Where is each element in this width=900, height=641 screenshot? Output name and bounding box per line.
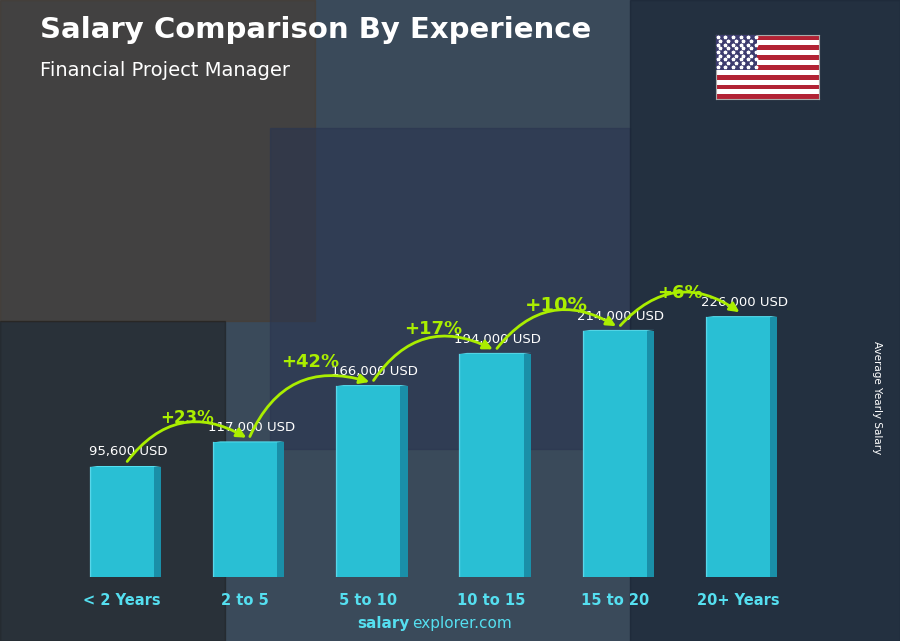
- Text: +23%: +23%: [160, 409, 214, 427]
- Polygon shape: [400, 386, 408, 577]
- Polygon shape: [706, 316, 778, 317]
- Polygon shape: [582, 330, 654, 331]
- Polygon shape: [154, 467, 161, 577]
- Text: 214,000 USD: 214,000 USD: [578, 310, 664, 323]
- Polygon shape: [90, 466, 161, 467]
- Text: Average Yearly Salary: Average Yearly Salary: [872, 341, 883, 454]
- Bar: [716, 65, 819, 70]
- Bar: [716, 70, 819, 75]
- Bar: [716, 94, 819, 99]
- Text: +6%: +6%: [657, 283, 703, 301]
- Text: Salary Comparison By Experience: Salary Comparison By Experience: [40, 16, 592, 44]
- Text: Financial Project Manager: Financial Project Manager: [40, 61, 291, 80]
- Bar: [460, 354, 524, 577]
- Bar: [90, 467, 154, 577]
- Text: 117,000 USD: 117,000 USD: [208, 421, 295, 435]
- Text: 166,000 USD: 166,000 USD: [331, 365, 418, 378]
- Bar: [0, 320, 225, 641]
- Bar: [716, 40, 819, 45]
- Bar: [716, 90, 819, 94]
- Text: salary: salary: [357, 617, 410, 631]
- Bar: [716, 45, 819, 50]
- Text: 226,000 USD: 226,000 USD: [701, 296, 788, 309]
- Polygon shape: [770, 317, 778, 577]
- Bar: [716, 79, 819, 85]
- Bar: [337, 386, 400, 577]
- Bar: [716, 85, 819, 90]
- Text: explorer.com: explorer.com: [412, 617, 512, 631]
- Text: +10%: +10%: [526, 296, 589, 315]
- Bar: [716, 75, 819, 79]
- Bar: [716, 55, 819, 60]
- Text: 95,600 USD: 95,600 USD: [89, 445, 167, 458]
- Bar: [582, 331, 647, 577]
- Bar: [706, 317, 770, 577]
- Bar: [270, 128, 630, 449]
- Bar: [716, 60, 819, 65]
- Text: 194,000 USD: 194,000 USD: [454, 333, 541, 346]
- Bar: [716, 35, 757, 70]
- Bar: [716, 50, 819, 55]
- Text: +42%: +42%: [282, 353, 339, 370]
- Polygon shape: [524, 354, 531, 577]
- Polygon shape: [277, 442, 284, 577]
- Bar: [213, 442, 277, 577]
- Bar: [0, 0, 315, 320]
- Polygon shape: [337, 385, 408, 386]
- Text: +17%: +17%: [404, 320, 463, 338]
- Bar: [630, 0, 900, 641]
- Polygon shape: [460, 353, 531, 354]
- Polygon shape: [647, 331, 654, 577]
- Bar: [716, 35, 819, 40]
